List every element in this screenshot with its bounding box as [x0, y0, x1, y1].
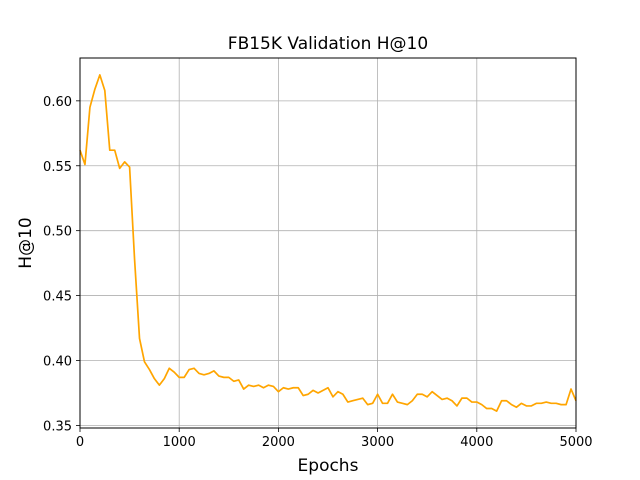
x-tick-label: 1000: [163, 435, 196, 450]
y-tick-label: 0.40: [43, 354, 72, 369]
x-tick-label: 3000: [361, 435, 394, 450]
y-axis: 0.35 0.40 0.45 0.50 0.55 0.60: [43, 95, 80, 434]
y-tick-label: 0.45: [43, 290, 72, 305]
x-tick-label: 0: [76, 435, 84, 450]
x-tick-label: 5000: [559, 435, 592, 450]
x-tick-label: 4000: [460, 435, 493, 450]
x-axis: 0 1000 2000 3000 4000 5000: [76, 428, 593, 450]
chart-title: FB15K Validation H@10: [228, 34, 428, 54]
x-axis-label: Epochs: [298, 456, 359, 476]
series-layer: [79, 74, 577, 412]
x-tick-label: 2000: [262, 435, 295, 450]
y-tick-label: 0.50: [43, 225, 72, 240]
y-axis-label: H@10: [16, 217, 36, 268]
y-tick-label: 0.60: [43, 95, 72, 110]
plot-frame: [79, 57, 577, 429]
series-line: [79, 74, 577, 412]
y-tick-label: 0.55: [43, 160, 72, 175]
y-tick-label: 0.35: [43, 419, 72, 434]
